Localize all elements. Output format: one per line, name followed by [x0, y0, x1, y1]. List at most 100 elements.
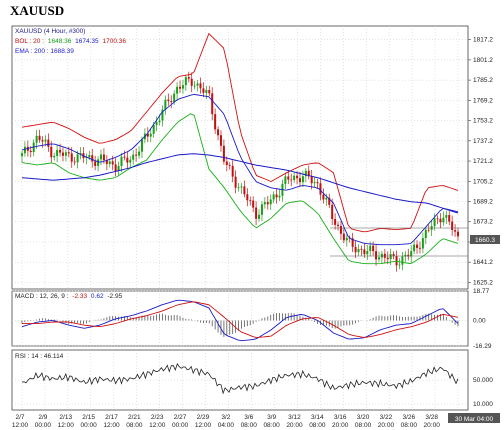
main-legend-title: XAUUSD (4 Hour, #300): [15, 28, 85, 35]
candle-body: [208, 90, 211, 94]
candle-body: [304, 170, 307, 177]
price-grid: [12, 26, 468, 289]
candle-body: [41, 140, 44, 142]
candle-body: [363, 249, 366, 255]
price-tick-label: 1641.2: [473, 259, 493, 266]
candle-body: [67, 152, 70, 154]
candle-body: [457, 231, 459, 237]
candle-body: [126, 157, 129, 163]
candle-body: [38, 135, 41, 141]
price-tick-label: 1721.2: [473, 158, 493, 165]
x-axis: 2/712:002/900:002/1312:002/1500:002/1712…: [12, 414, 461, 429]
x-tick-time: 20:00: [332, 422, 349, 429]
macd-signal-line: [22, 301, 459, 339]
candle-body: [114, 164, 117, 172]
macd-v3: -2.95: [107, 293, 122, 300]
candle-body: [360, 248, 363, 250]
candle-body: [284, 176, 287, 184]
x-tick-time: 12:00: [12, 422, 29, 429]
candle-body: [263, 202, 266, 205]
price-tick-label: 1705.2: [473, 178, 493, 185]
candle-body: [392, 254, 395, 257]
candle-body: [53, 155, 56, 158]
candle-body: [88, 155, 91, 158]
x-tick-time: 08:00: [355, 422, 372, 429]
price-y-axis: 1817.2 1801.2 1785.2 1769.2 1753.2 1737.2 1721…: [468, 37, 493, 286]
candle-body: [290, 179, 293, 181]
candle-body: [354, 246, 357, 253]
candle-body: [222, 145, 225, 162]
candle-body: [339, 225, 342, 234]
candle-body: [35, 135, 38, 143]
price-tag-bg: [470, 235, 500, 244]
x-tick-time: 20:00: [378, 422, 395, 429]
price-panel: 1817.2 1801.2 1785.2 1769.2 1753.2 1737.2 1721…: [11, 25, 500, 290]
candle-body: [322, 194, 325, 200]
candle-body: [179, 86, 182, 89]
price-tag: 1660.3: [475, 237, 495, 244]
x-tick-time: 12:00: [103, 422, 120, 429]
candle-body: [266, 202, 269, 205]
page-title: XAUUSD: [10, 3, 65, 18]
price-tick-label: 1673.2: [473, 219, 493, 226]
candle-body: [342, 233, 345, 241]
x-tick-date: 2/17: [105, 414, 118, 421]
x-tick-date: 3/14: [311, 414, 324, 421]
candle-body: [21, 153, 23, 157]
candle-body: [252, 200, 255, 208]
x-tick-date: 3/6: [244, 414, 253, 421]
candle-body: [158, 120, 161, 123]
x-tick-time: 20:00: [424, 422, 441, 429]
price-tick-label: 1769.2: [473, 97, 493, 104]
date-tag: 30 Mar 04:00: [455, 416, 494, 423]
candle-body: [44, 139, 47, 142]
candle-body: [237, 187, 240, 189]
candle-body: [176, 86, 179, 94]
macd-panel-frame: [11, 290, 469, 347]
candle-body: [149, 133, 152, 137]
candle-body: [445, 215, 448, 218]
x-tick-time: 12:00: [149, 422, 166, 429]
candle-body: [202, 88, 205, 93]
x-tick-time: 12:00: [58, 422, 75, 429]
macd-v2: 0.62: [91, 293, 104, 300]
candle-body: [272, 194, 275, 200]
candle-body: [451, 221, 454, 231]
candle-body: [79, 153, 82, 155]
price-tick-label: 1785.2: [473, 77, 493, 84]
candle-body: [293, 175, 296, 181]
x-tick-time: 20:00: [286, 422, 303, 429]
candle-body: [219, 135, 222, 146]
candle-body: [234, 176, 237, 188]
candles: [21, 71, 459, 272]
candle-body: [23, 146, 26, 154]
candle-body: [152, 124, 155, 134]
rsi-panel: 50.000 10.000 RSI : 14 : 46.114: [11, 349, 493, 411]
candle-body: [196, 83, 199, 86]
x-tick-time: 08:00: [401, 422, 418, 429]
bollinger-lower-line: [21, 113, 459, 265]
macd-y-axis: 18.77 0.00 -16.29: [473, 288, 492, 350]
candle-body: [310, 176, 313, 184]
candle-body: [418, 247, 421, 249]
candle-body: [307, 170, 310, 177]
candle-body: [454, 230, 457, 232]
x-tick-time: 08:00: [126, 422, 143, 429]
candle-body: [375, 251, 378, 260]
bol-low: 1700.36: [102, 38, 126, 45]
rsi-grid: [12, 350, 468, 410]
candle-body: [187, 77, 190, 79]
macd-lines: [21, 299, 459, 342]
candle-body: [395, 256, 398, 266]
x-tick-time: 00:00: [80, 422, 97, 429]
rsi-tick-label: 10.000: [473, 401, 493, 408]
candle-body: [173, 93, 176, 103]
rsi-legend: RSI : 14 : 46.114: [15, 353, 64, 360]
candle-body: [199, 83, 202, 89]
candle-body: [47, 139, 50, 147]
x-tick-date: 3/28: [425, 414, 438, 421]
candle-body: [111, 161, 114, 165]
candle-body: [255, 207, 258, 219]
price-lines: [21, 32, 459, 265]
candle-body: [380, 253, 383, 258]
